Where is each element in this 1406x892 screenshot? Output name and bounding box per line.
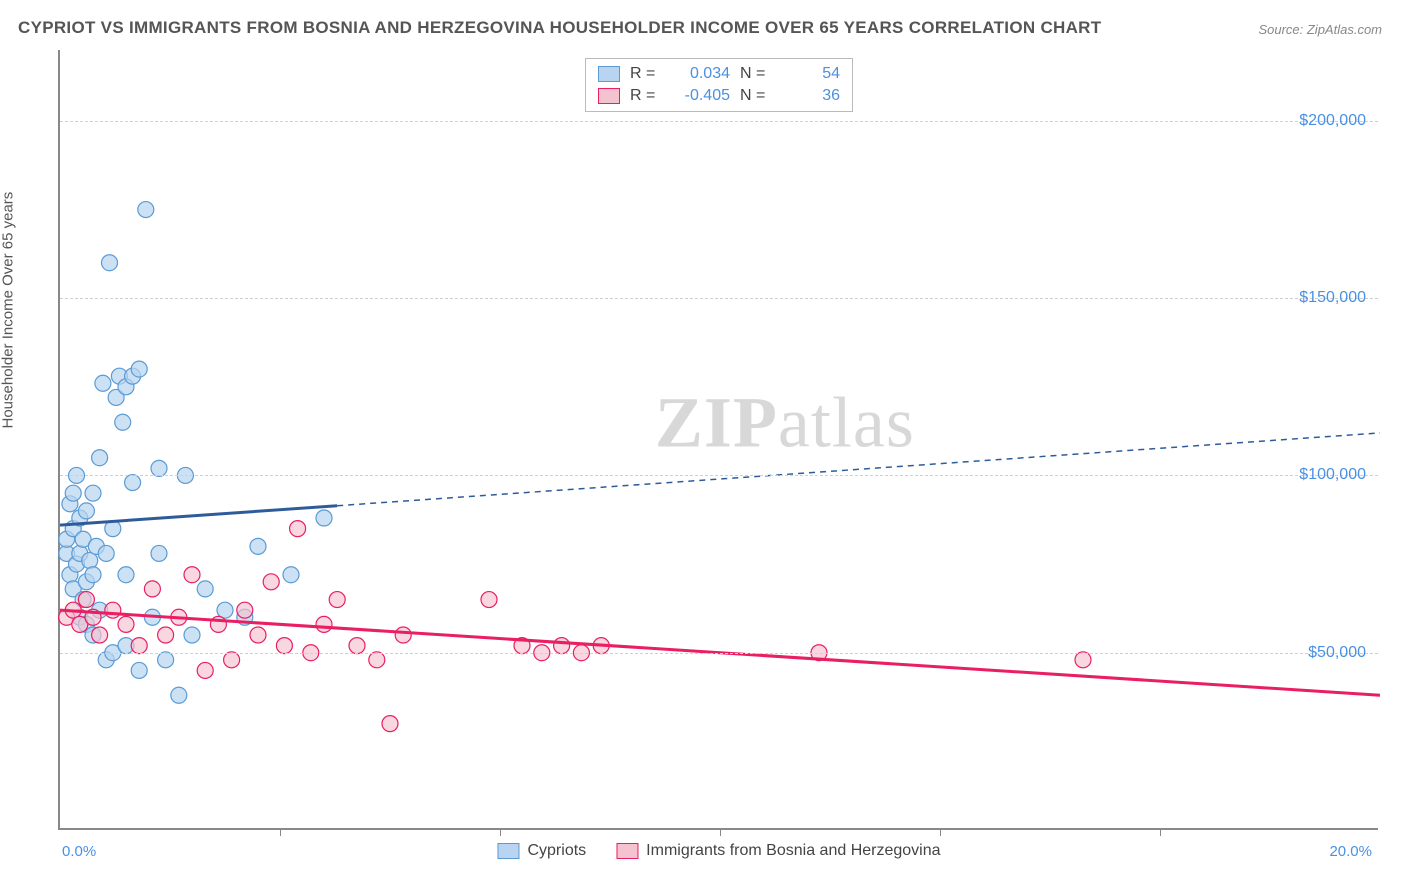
chart-title: CYPRIOT VS IMMIGRANTS FROM BOSNIA AND HE… [18,18,1101,38]
y-tick-label: $150,000 [1299,289,1366,307]
x-tick-min: 0.0% [62,843,96,860]
scatter-plot: ZIPatlas R = 0.034 N = 54 R = -0.405 N =… [58,50,1378,830]
legend-item: Cypriots [497,842,586,860]
gridline [60,298,1378,299]
x-tick [500,828,501,836]
y-tick-label: $200,000 [1299,112,1366,130]
swatch-icon [598,88,620,104]
y-tick-label: $100,000 [1299,466,1366,484]
plot-svg [60,50,1378,828]
x-tick [280,828,281,836]
gridline [60,653,1378,654]
swatch-icon [616,843,638,859]
x-tick [940,828,941,836]
swatch-icon [497,843,519,859]
legend-item: Immigrants from Bosnia and Herzegovina [616,842,940,860]
series-legend: Cypriots Immigrants from Bosnia and Herz… [497,842,940,860]
legend-label: Cypriots [527,842,586,860]
x-tick-max: 20.0% [1329,843,1372,860]
y-axis-label: Householder Income Over 65 years [0,192,17,429]
x-tick [720,828,721,836]
legend-row: R = 0.034 N = 54 [598,63,840,85]
correlation-legend: R = 0.034 N = 54 R = -0.405 N = 36 [585,58,853,112]
legend-row: R = -0.405 N = 36 [598,85,840,107]
gridline [60,475,1378,476]
gridline [60,121,1378,122]
source-attribution: Source: ZipAtlas.com [1258,22,1382,37]
x-tick [1160,828,1161,836]
y-tick-label: $50,000 [1308,644,1366,662]
swatch-icon [598,66,620,82]
legend-label: Immigrants from Bosnia and Herzegovina [646,842,940,860]
